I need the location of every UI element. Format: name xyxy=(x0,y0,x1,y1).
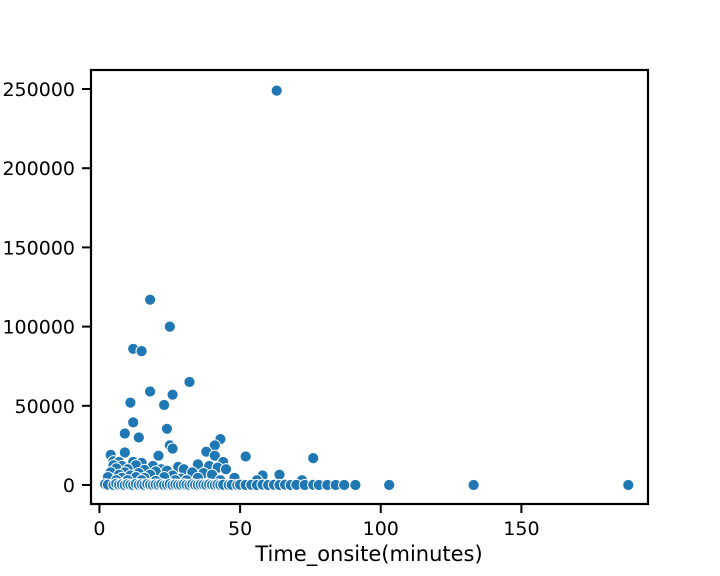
x-tick-label: 0 xyxy=(93,518,105,540)
x-tick-label: 150 xyxy=(503,518,539,540)
data-point xyxy=(239,450,252,463)
x-tick-label: 100 xyxy=(363,518,399,540)
data-point xyxy=(124,396,137,409)
data-point xyxy=(158,398,171,412)
data-point xyxy=(307,452,320,465)
data-point xyxy=(166,442,179,455)
data-point xyxy=(270,84,283,97)
y-tick-label: 100000 xyxy=(2,317,75,339)
data-point xyxy=(132,431,145,444)
data-point xyxy=(338,478,351,492)
x-axis-label: Time_onsite(minutes) xyxy=(254,542,482,567)
data-point xyxy=(135,345,148,358)
y-axis: 0 50000 100000 150000 200000 250000 xyxy=(2,79,91,497)
data-point xyxy=(118,427,131,440)
data-point xyxy=(349,478,362,492)
data-point xyxy=(160,422,174,435)
marks-layer xyxy=(99,84,635,492)
data-point xyxy=(383,478,396,492)
data-point xyxy=(273,468,286,481)
data-point xyxy=(163,320,176,333)
data-point xyxy=(118,446,131,459)
y-tick-label: 150000 xyxy=(2,237,75,259)
y-tick-label: 250000 xyxy=(2,79,75,101)
data-point xyxy=(144,385,157,398)
data-point xyxy=(219,463,233,476)
data-point xyxy=(467,478,480,492)
data-point xyxy=(127,416,140,429)
y-tick-label: 200000 xyxy=(2,158,75,180)
x-axis: 0 50 100 150 xyxy=(93,504,540,540)
data-point xyxy=(144,293,157,306)
data-point xyxy=(166,388,179,401)
y-tick-label: 0 xyxy=(63,475,75,497)
plot-frame xyxy=(89,68,650,506)
y-tick-label: 50000 xyxy=(15,396,75,418)
x-tick-label: 50 xyxy=(228,518,252,540)
data-point xyxy=(208,449,221,462)
data-point xyxy=(183,375,196,389)
data-point xyxy=(622,478,635,492)
data-point xyxy=(152,449,165,462)
